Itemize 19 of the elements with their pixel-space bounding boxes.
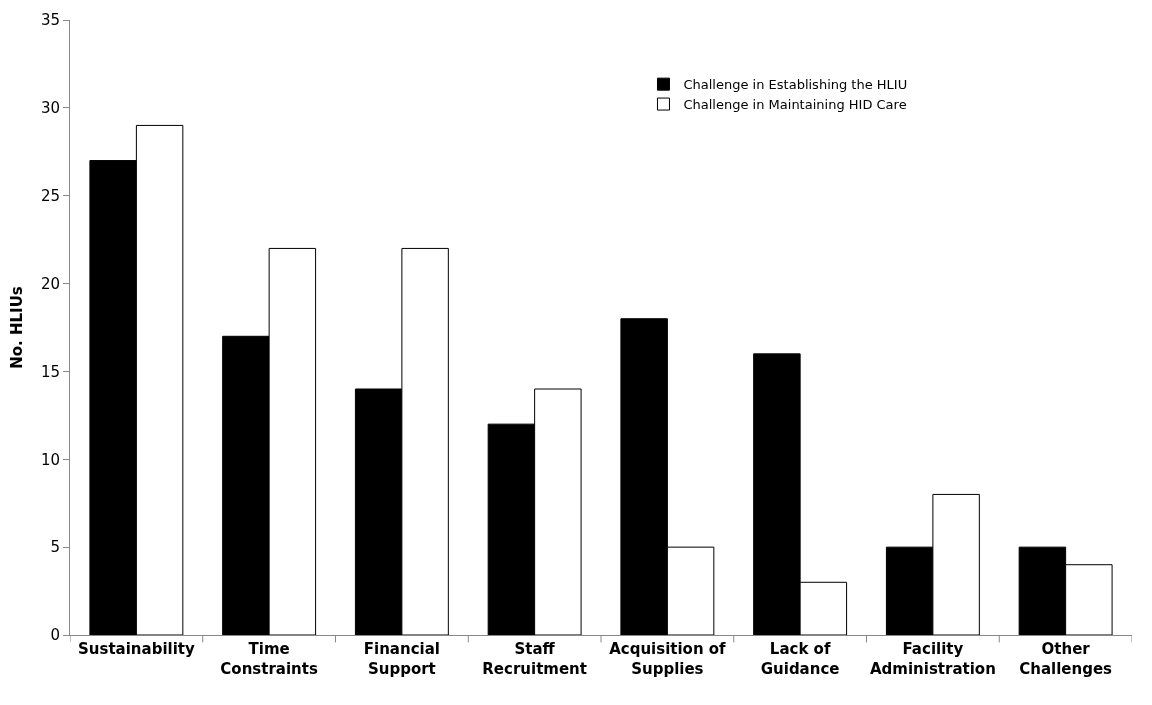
y-tick-label: 35 <box>40 11 60 30</box>
legend-label: Challenge in Maintaining HID Care <box>683 97 907 113</box>
y-tick-label: 0 <box>50 626 60 645</box>
x-tick-label: Financial Support <box>363 640 440 678</box>
y-tick-label: 20 <box>40 274 60 293</box>
x-tick-label: Sustainability <box>78 640 195 658</box>
x-tick-label: Staff Recruitment <box>482 640 587 678</box>
y-tick-label: 30 <box>40 99 60 118</box>
x-tick-label: Other Challenges <box>1019 640 1113 678</box>
y-tick-label: 10 <box>40 450 60 469</box>
x-tick-label: Time Constraints <box>220 640 318 678</box>
y-tick-label: 25 <box>40 186 60 205</box>
x-tick-label: Acquisition of Supplies <box>609 640 727 678</box>
x-tick-label: Facility Administration <box>869 640 996 678</box>
legend-label: Challenge in Establishing the HLIU <box>683 77 908 93</box>
x-tick-label: Lack of Guidance <box>760 640 840 678</box>
y-axis-title: No. HLIUs <box>8 286 27 369</box>
y-tick-label: 15 <box>40 362 60 381</box>
y-tick-label: 5 <box>50 538 60 557</box>
